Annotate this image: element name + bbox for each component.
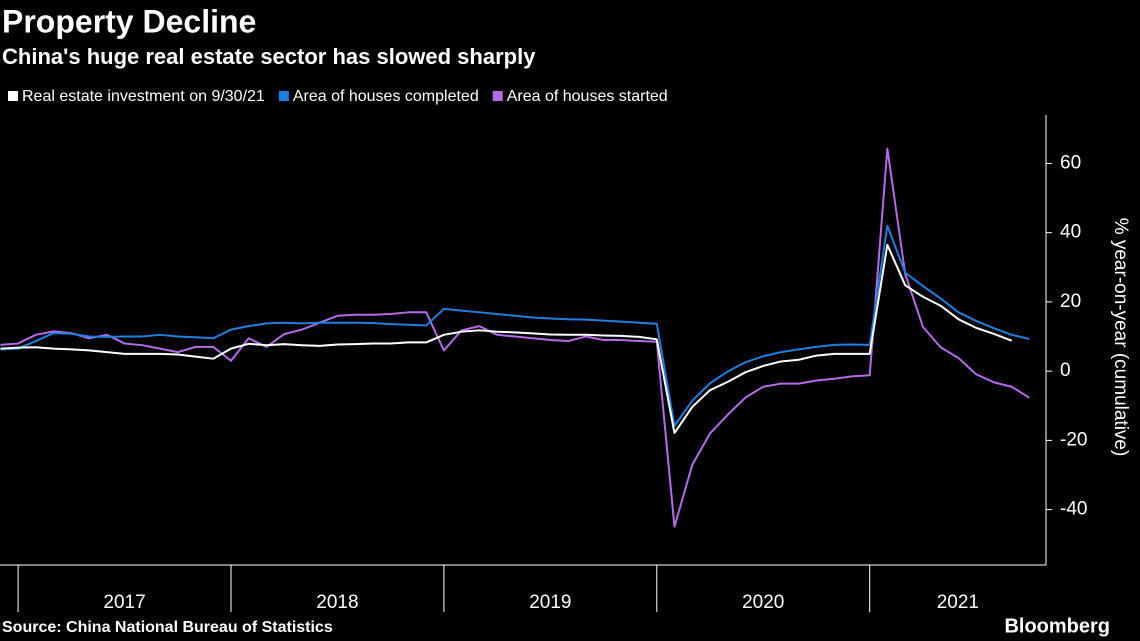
brand: Bloomberg: [1004, 615, 1110, 637]
chart-subtitle: China's huge real estate sector has slow…: [2, 44, 536, 69]
y-tick-label: -20: [1060, 429, 1087, 450]
series-line: [0, 243, 1013, 435]
legend-swatch: [492, 91, 503, 101]
y-tick-label: 60: [1060, 152, 1081, 173]
y-tick-label: 20: [1060, 291, 1081, 312]
series-line: [0, 224, 1030, 427]
y-tick-label: -40: [1060, 499, 1087, 520]
x-tick-label: 2018: [316, 592, 358, 613]
source: Source: China National Bureau of Statist…: [2, 619, 333, 636]
legend-swatch: [278, 91, 289, 101]
x-tick-label: 2017: [103, 592, 145, 613]
legend-label: Area of houses started: [507, 88, 668, 105]
y-tick-label: 40: [1060, 222, 1081, 243]
chart-title: Property Decline: [2, 3, 256, 39]
x-tick-label: 2019: [529, 592, 571, 613]
x-tick-label: 2021: [937, 592, 979, 613]
legend-swatch: [8, 91, 18, 101]
series-line: [0, 147, 1030, 528]
x-tick-label: 2020: [742, 592, 784, 613]
legend-label: Area of houses completed: [293, 88, 479, 105]
y-tick-label: 0: [1060, 360, 1071, 381]
legend-label: Real estate investment on 9/30/21: [22, 88, 265, 105]
y-axis-label: % year-on-year (cumulative): [1110, 218, 1131, 457]
